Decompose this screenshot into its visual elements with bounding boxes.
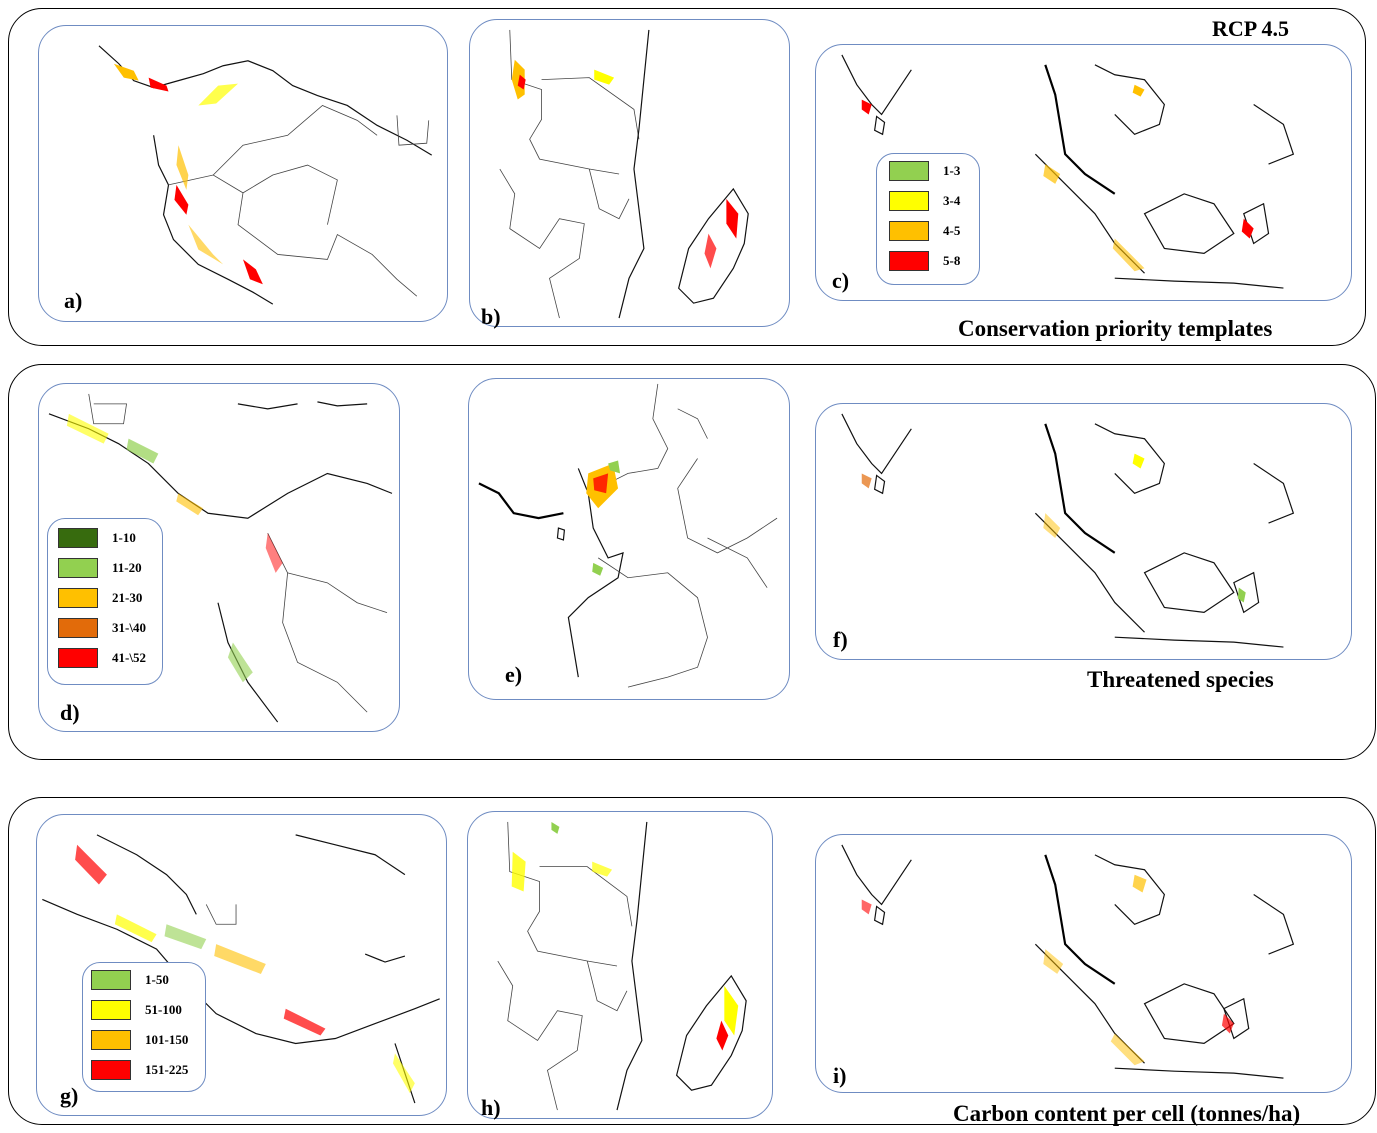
legend-swatch (58, 528, 98, 548)
legend-item: 1-10 (58, 527, 136, 549)
legend-swatch (91, 1000, 131, 1020)
group-title-conservation: Conservation priority templates (958, 316, 1273, 341)
legend-swatch (91, 1060, 131, 1080)
panel-label-g: g) (60, 1083, 79, 1108)
legend-label: 11-20 (112, 560, 142, 575)
panel-label-d: d) (60, 700, 80, 725)
legend-item: 1-50 (91, 969, 169, 991)
legend-swatch (889, 251, 929, 271)
legend-label: 1-50 (145, 972, 169, 987)
group-conservation-priority (8, 8, 1366, 346)
carbon-cells-i (861, 874, 1234, 1066)
carbon-cells-g (75, 844, 415, 1094)
legend-swatch (889, 161, 929, 181)
map-panel-h-east-africa (467, 811, 773, 1119)
group-title-carbon: Carbon content per cell (tonnes/ha) (953, 1101, 1301, 1126)
legend-swatch (889, 191, 929, 211)
south-america-map (98, 45, 433, 305)
legend-label: 1-10 (112, 530, 136, 545)
legend-label: 4-5 (943, 223, 961, 238)
legend-label: 101-150 (145, 1032, 189, 1047)
legend-swatch (58, 648, 98, 668)
map-panel-a-south-america (38, 25, 448, 322)
scenario-label: RCP 4.5 (1212, 16, 1289, 41)
east-africa-map (499, 29, 749, 319)
legend-label: 51-100 (145, 1002, 182, 1017)
legend-label: 5-8 (943, 253, 961, 268)
group-carbon-content (8, 797, 1376, 1125)
legend-carbon: 1-50 51-100 101-150 151-225 (82, 962, 206, 1092)
legend-threatened: 1-10 11-20 21-30 31-\40 41-\52 (47, 518, 163, 685)
legend-label: 31-\40 (112, 620, 146, 635)
legend-swatch (58, 558, 98, 578)
panel-label-c: c) (832, 268, 850, 293)
panel-label-b: b) (481, 304, 501, 329)
southeast-asia-map (841, 54, 1295, 289)
legend-item: 151-225 (91, 1059, 188, 1081)
legend-label: 1-3 (943, 163, 961, 178)
legend-swatch (58, 618, 98, 638)
legend-label: 3-4 (943, 193, 961, 208)
legend-swatch (889, 221, 929, 241)
legend-item: 31-\40 (58, 617, 146, 639)
panel-label-i: i) (833, 1063, 847, 1088)
legend-priority: 1-3 3-4 4-5 5-8 (876, 153, 980, 285)
legend-item: 41-\52 (58, 647, 146, 669)
legend-item: 3-4 (889, 190, 960, 212)
group-threatened-species (8, 364, 1376, 760)
central-america-map-g (42, 834, 440, 1104)
priority-cells-b (511, 59, 739, 269)
legend-label: 21-30 (112, 590, 143, 605)
priority-cells-a (113, 63, 263, 285)
panel-label-e: e) (505, 662, 523, 687)
legend-swatch (91, 1030, 131, 1050)
panel-label-a: a) (64, 288, 83, 313)
carbon-cells-h (511, 821, 739, 1051)
southeast-asia-map-f (841, 413, 1295, 648)
legend-item: 1-3 (889, 160, 960, 182)
threatened-cells-f (861, 453, 1246, 603)
southeast-asia-map-i (841, 844, 1295, 1079)
map-panel-f-southeast-asia (815, 403, 1352, 660)
legend-item: 11-20 (58, 557, 142, 579)
group-title-threatened: Threatened species (1087, 667, 1274, 692)
legend-item: 4-5 (889, 220, 960, 242)
legend-swatch (91, 970, 131, 990)
map-panel-i-southeast-asia (815, 834, 1352, 1093)
legend-item: 101-150 (91, 1029, 188, 1051)
threatened-cells-d (66, 413, 283, 683)
legend-label: 41-\52 (112, 650, 146, 665)
map-panel-e-central-africa (468, 378, 790, 700)
legend-label: 151-225 (145, 1062, 189, 1077)
legend-swatch (58, 588, 98, 608)
threatened-cells-e (586, 460, 621, 576)
map-panel-b-east-africa (469, 19, 790, 327)
legend-item: 5-8 (889, 250, 960, 272)
central-africa-map (478, 383, 778, 688)
central-america-map (48, 393, 393, 723)
legend-item: 21-30 (58, 587, 142, 609)
panel-label-f: f) (833, 627, 848, 652)
priority-cells-c (861, 84, 1254, 272)
legend-item: 51-100 (91, 999, 182, 1021)
panel-label-h: h) (481, 1095, 501, 1120)
east-africa-map-h (497, 821, 747, 1111)
